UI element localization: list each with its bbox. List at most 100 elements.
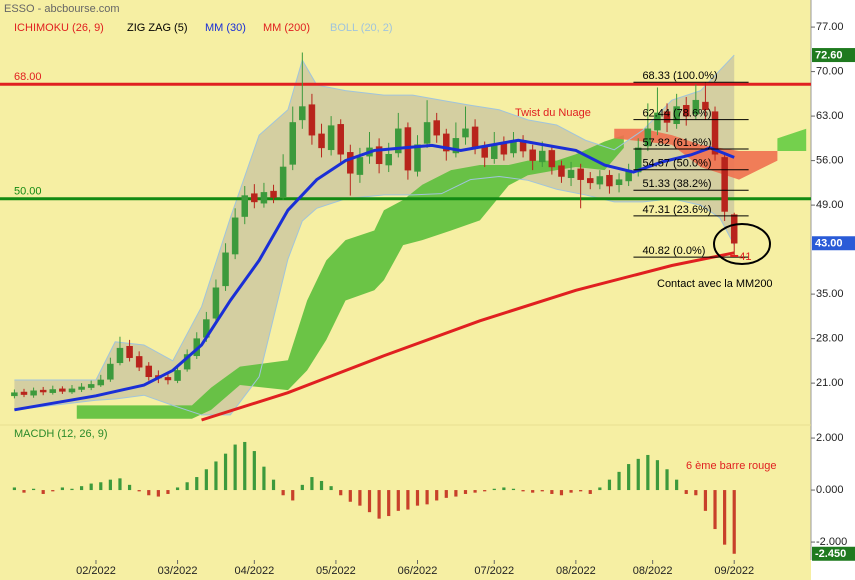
candle-body xyxy=(20,391,28,395)
histogram-bar xyxy=(214,461,218,491)
bollinger-band xyxy=(14,55,735,415)
candle-body xyxy=(395,128,402,154)
y-tick-label: 28.00 xyxy=(816,333,844,345)
histogram-bar xyxy=(89,483,93,491)
histogram-bar xyxy=(243,441,247,491)
histogram-bar xyxy=(454,490,458,497)
y-tick-label: 77.00 xyxy=(816,21,844,33)
histogram-bar xyxy=(732,490,736,554)
annotation: Contact avec la MM200 xyxy=(657,278,773,290)
candle-body xyxy=(702,101,709,110)
histogram-bar xyxy=(713,490,717,530)
level-label: 50.00 xyxy=(14,186,42,198)
x-tick-label: 06/2022 xyxy=(398,565,438,577)
histogram-bar xyxy=(233,444,237,491)
histogram-bar xyxy=(483,490,487,492)
histogram-bar xyxy=(70,488,74,491)
candle-body xyxy=(231,217,239,255)
histogram-bar xyxy=(319,480,324,491)
candle-body xyxy=(548,150,556,168)
histogram-bar xyxy=(406,490,410,510)
fib-label: 57.82 (61.8%) xyxy=(642,137,711,149)
histogram-bar xyxy=(204,469,208,491)
candle-body xyxy=(87,384,95,388)
histogram-bar xyxy=(675,479,679,491)
fib-label: 68.33 (100.0%) xyxy=(642,70,717,82)
axis-panel xyxy=(811,0,855,580)
histogram-bar xyxy=(569,490,573,493)
histogram-bar xyxy=(175,487,180,491)
candle-body xyxy=(337,124,344,155)
candle-body xyxy=(596,176,604,185)
bollinger-line xyxy=(14,175,735,416)
candle-body xyxy=(78,386,85,390)
histogram-bar xyxy=(435,490,439,501)
histogram-bar xyxy=(252,451,256,491)
histogram-bar xyxy=(387,490,391,517)
candle-body xyxy=(663,111,671,123)
candle-body xyxy=(116,347,124,364)
candle-body xyxy=(567,169,575,179)
candle-body xyxy=(97,379,105,386)
histogram-bar xyxy=(12,487,16,491)
ichimoku-cloud xyxy=(76,135,624,419)
candle-body xyxy=(654,112,661,131)
legend-entry: MM (30) xyxy=(205,22,246,34)
histogram-bar xyxy=(223,453,228,491)
histogram-bar xyxy=(377,490,381,519)
legend-entry: BOLL (20, 2) xyxy=(330,22,393,34)
candle-body xyxy=(500,143,508,155)
candle-body xyxy=(539,150,546,163)
annotation: Twist du Nuage xyxy=(515,107,591,119)
histogram-bar xyxy=(51,490,55,492)
candle-body xyxy=(481,146,488,158)
candle-body xyxy=(11,392,18,397)
candle-body xyxy=(721,157,728,212)
candle-body xyxy=(174,370,181,381)
histogram-bar xyxy=(703,490,708,511)
x-tick-label: 08/2022 xyxy=(633,565,673,577)
candle-body xyxy=(222,252,229,287)
histogram-bar xyxy=(694,490,698,496)
candle-body xyxy=(375,146,383,165)
histogram-bar xyxy=(41,490,45,494)
y-tick-label: -2.000 xyxy=(816,536,847,548)
histogram-bar xyxy=(185,482,189,491)
candle-body xyxy=(385,153,392,166)
y-tick-label: 56.00 xyxy=(816,155,844,167)
candle-body xyxy=(730,214,738,244)
low-label: 41 xyxy=(739,251,751,263)
histogram-bar xyxy=(156,490,160,497)
histogram-bar xyxy=(60,487,64,491)
candle-body xyxy=(682,105,690,117)
candle-body xyxy=(279,166,287,198)
y-tick-label: 63.00 xyxy=(816,110,844,122)
histogram-bar xyxy=(396,490,400,511)
histogram-bar xyxy=(617,471,621,491)
candle-body xyxy=(692,99,700,115)
y-tick-label: 35.00 xyxy=(816,288,844,300)
histogram-bar xyxy=(262,466,266,491)
candle-body xyxy=(107,363,114,380)
histogram-bar xyxy=(415,490,420,506)
histogram-bar xyxy=(358,490,362,506)
candle-body xyxy=(443,133,450,152)
histogram-bar xyxy=(166,490,170,494)
y-tick-label: 70.00 xyxy=(816,65,844,77)
candle-body xyxy=(59,388,66,392)
histogram-bar xyxy=(473,490,477,493)
histogram-bar xyxy=(502,487,506,491)
histogram-bar xyxy=(588,490,592,494)
histogram-bar xyxy=(521,490,525,492)
histogram-bar xyxy=(195,477,199,491)
histogram-bar xyxy=(607,479,612,491)
histogram-bar xyxy=(300,484,304,491)
candle-body xyxy=(615,179,623,186)
histogram-bar xyxy=(310,477,314,491)
y-tick-label: 0.000 xyxy=(816,484,844,496)
chart-title: ESSO - abcbourse.com xyxy=(4,3,120,15)
histogram-bar xyxy=(636,458,640,491)
y-tick-label: 21.00 xyxy=(816,377,844,389)
histogram-bar xyxy=(444,490,448,498)
y-tick-label: 2.000 xyxy=(816,432,844,444)
